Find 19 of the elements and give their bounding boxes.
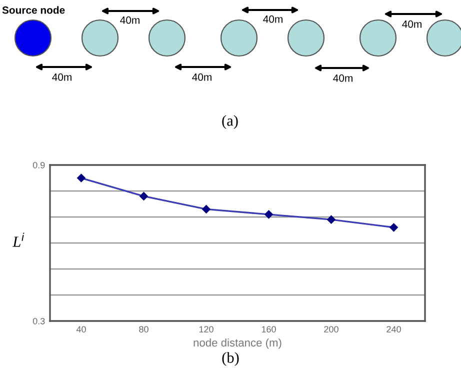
text: (b) [222, 352, 239, 366]
text: 40m [120, 16, 140, 24]
y-tick-label: 0.9 [32, 162, 45, 168]
text: 40m [52, 73, 72, 81]
x-tick-label: 240 [386, 326, 401, 332]
x-tick-label: 200 [324, 326, 338, 332]
text: 40m [263, 15, 282, 23]
y-axis-title: L$^{i}$ [12, 232, 24, 247]
text: 40m [192, 73, 212, 81]
source-note: Source node [2, 6, 65, 14]
x-tick-label: 40 [76, 326, 86, 332]
text: 40m [402, 20, 422, 28]
x-axis-title: node distance (m) [194, 338, 282, 349]
x-tick-label: 80 [139, 326, 148, 332]
x-tick-label: 160 [262, 326, 276, 332]
x-tick-label: 120 [199, 326, 214, 332]
text: (a) [222, 115, 238, 129]
y-tick-label: 0.3 [32, 318, 45, 324]
text: 40m [333, 74, 352, 82]
